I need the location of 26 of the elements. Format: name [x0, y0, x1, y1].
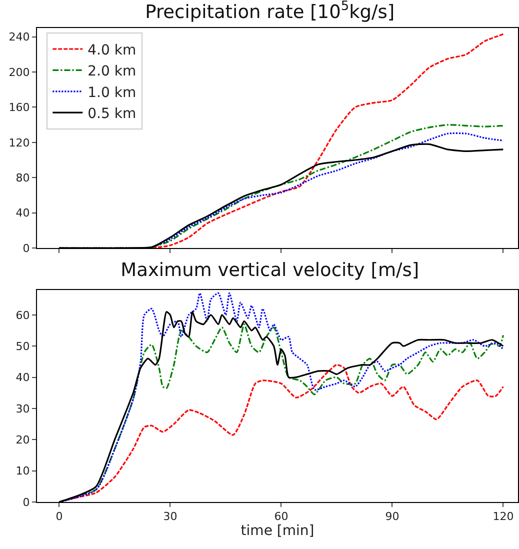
legend-label: 1.0 km	[88, 84, 136, 101]
y-tick-label: 60	[16, 308, 30, 322]
y-tick-label: 20	[16, 434, 30, 446]
y-tick-label: 80	[16, 171, 30, 184]
y-tick-label: 240	[8, 30, 30, 44]
chart-title: Precipitation rate [10$^{5}$kg/s]	[145, 0, 395, 23]
y-tick-label: 0	[22, 496, 30, 509]
y-tick-label: 50	[16, 340, 30, 353]
x-axis-title: time [min]	[240, 523, 314, 540]
legend-label: 4.0 km	[88, 42, 136, 58]
y-tick-label: 200	[8, 66, 30, 79]
y-tick-label: 40	[16, 371, 30, 384]
y-tick-label: 40	[16, 206, 30, 220]
x-tick-label: 120	[492, 510, 514, 524]
legend-label: 2.0 km	[88, 64, 136, 80]
y-tick-label: 120	[8, 136, 30, 150]
x-tick-label: 0	[56, 510, 63, 524]
y-tick-label: 30	[16, 402, 30, 416]
chart-title: Maximum vertical velocity [m/s]	[120, 260, 420, 281]
y-tick-label: 10	[16, 464, 30, 478]
y-tick-label: 160	[8, 101, 30, 114]
legend-label: 0.5 km	[88, 106, 136, 122]
x-tick-label: 30	[163, 510, 178, 524]
y-tick-label: 0	[22, 242, 30, 255]
x-tick-label: 90	[385, 510, 400, 524]
x-tick-label: 60	[274, 510, 288, 524]
